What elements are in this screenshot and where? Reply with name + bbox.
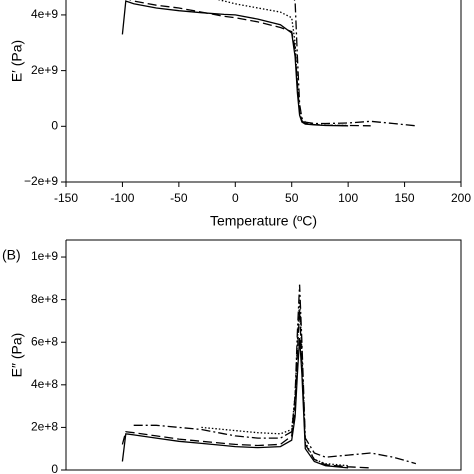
series-line: [121, 337, 349, 469]
y-tick-label: 0: [51, 462, 58, 474]
y-tick-label: 6e+8: [31, 334, 58, 348]
x-tick-label: 50: [285, 191, 299, 205]
series-line: [293, 0, 416, 127]
x-tick-label: 0: [232, 191, 239, 205]
series-line: [133, 284, 417, 465]
y-tick-label: 2e+8: [31, 420, 58, 434]
y-tick-label: 1e+9: [31, 249, 58, 263]
x-tick-label: 100: [338, 191, 358, 205]
panel-label: (B): [2, 247, 21, 263]
x-tick-label: -50: [170, 191, 188, 205]
y-tick-label: 4e+9: [31, 7, 58, 21]
x-tick-label: -150: [54, 191, 78, 205]
y-tick-label: 0: [51, 118, 58, 132]
series-line: [121, 310, 371, 469]
series-line: [128, 0, 371, 127]
plot-frame: [65, 239, 462, 471]
series-line: [201, 299, 349, 467]
x-tick-label: -100: [110, 191, 134, 205]
x-axis-label: Temperature (ºC): [210, 213, 317, 229]
y-axis-label: E″ (Pa): [9, 333, 25, 378]
series-line: [217, 0, 349, 127]
series-line: [121, 0, 349, 127]
y-axis-label: E′ (Pa): [9, 40, 25, 82]
y-tick-label: 8e+8: [31, 292, 58, 306]
y-tick-label: 4e+8: [31, 377, 58, 391]
x-tick-label: 150: [395, 191, 415, 205]
plot-frame: [65, 0, 462, 183]
x-tick-label: 200: [451, 191, 471, 205]
y-tick-label: 2e+9: [31, 63, 58, 77]
y-tick-label: −2e+9: [24, 174, 58, 188]
